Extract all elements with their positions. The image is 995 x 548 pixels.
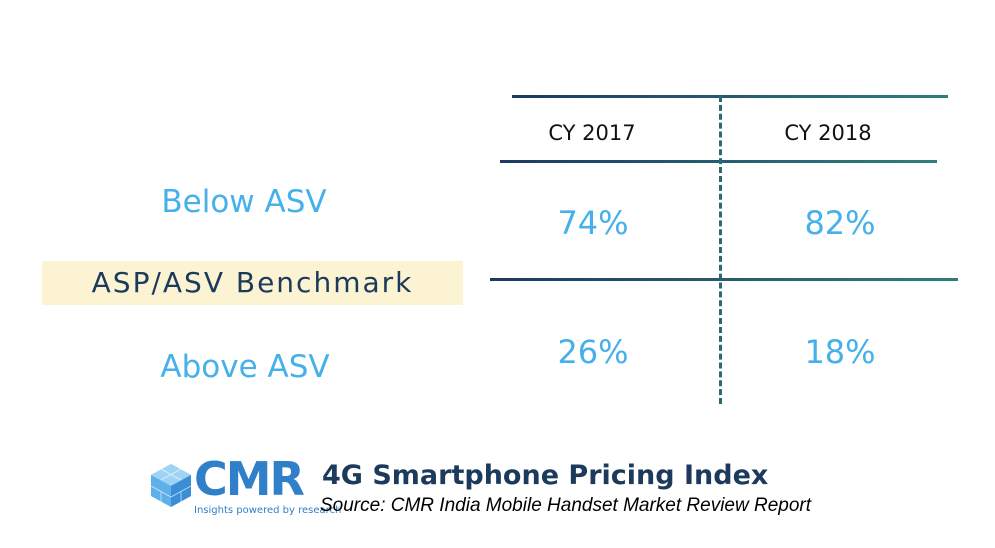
column-header-2017: CY 2017 (548, 121, 636, 145)
column-divider (719, 96, 722, 404)
value-above-2017: 26% (557, 333, 629, 371)
table-top-line (512, 95, 948, 98)
row-label-above-asv: Above ASV (160, 349, 330, 385)
value-below-2017: 74% (557, 204, 629, 242)
header-bottom-line (500, 160, 937, 163)
cmr-logo-tagline: Insights powered by research (194, 505, 342, 516)
value-above-2018: 18% (804, 333, 876, 371)
cmr-cube-logo-icon (150, 464, 192, 507)
column-header-2018: CY 2018 (784, 121, 872, 145)
value-below-2018: 82% (804, 204, 876, 242)
footer-title: 4G Smartphone Pricing Index (322, 460, 769, 491)
cmr-logo-text: CMR (194, 452, 305, 506)
row-label-below-asv: Below ASV (161, 184, 327, 220)
benchmark-label: ASP/ASV Benchmark (42, 261, 463, 305)
footer-source: Source: CMR India Mobile Handset Market … (320, 495, 812, 516)
benchmark-line (490, 278, 958, 281)
